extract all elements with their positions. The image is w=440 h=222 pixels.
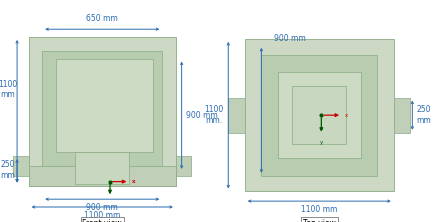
Bar <box>176 156 191 176</box>
Text: 1100 mm: 1100 mm <box>301 205 337 214</box>
Text: 900 mm: 900 mm <box>86 203 118 212</box>
Bar <box>29 166 176 186</box>
Text: Top view: Top view <box>303 219 336 222</box>
Text: 1100
mm.: 1100 mm. <box>204 105 224 125</box>
Bar <box>278 72 361 158</box>
Bar <box>245 39 394 191</box>
Bar <box>56 59 153 152</box>
Text: 650 mm: 650 mm <box>86 14 118 23</box>
Text: 900 mm: 900 mm <box>186 111 217 120</box>
Bar <box>394 98 410 133</box>
Text: 1100
mm: 1100 mm <box>0 80 17 99</box>
Text: 250
mm: 250 mm <box>0 160 15 180</box>
Bar <box>261 55 377 176</box>
Bar <box>228 98 245 133</box>
Text: Front view: Front view <box>82 219 122 222</box>
Bar <box>293 86 346 145</box>
Text: y: y <box>320 140 323 145</box>
Text: x: x <box>132 179 136 184</box>
Text: x: x <box>345 113 348 118</box>
Bar <box>13 156 29 176</box>
Bar <box>29 37 176 186</box>
Text: 250
mm: 250 mm <box>416 105 431 125</box>
Text: 1100 mm: 1100 mm <box>84 211 121 220</box>
Bar <box>42 51 162 172</box>
Text: x: x <box>132 179 135 184</box>
Text: 900 mm: 900 mm <box>274 34 305 44</box>
Bar <box>75 152 129 184</box>
